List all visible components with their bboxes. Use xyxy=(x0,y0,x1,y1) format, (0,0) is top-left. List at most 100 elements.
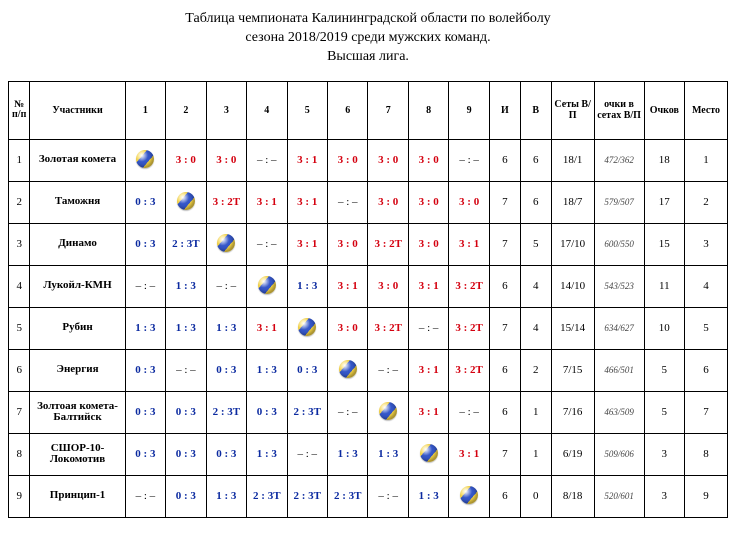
sets-ratio: 7/15 xyxy=(551,349,594,391)
set-points: 509/606 xyxy=(594,433,644,475)
score-value: 3 : 0 xyxy=(176,154,196,166)
score-value: 3 : 1 xyxy=(459,448,479,460)
wins: 1 xyxy=(520,391,551,433)
score-cell: 0 : 3 xyxy=(125,223,165,265)
score-cell: 1 : 3 xyxy=(206,307,246,349)
score-value: 3 : 0 xyxy=(338,238,358,250)
score-value: 0 : 3 xyxy=(176,406,196,418)
place: 7 xyxy=(685,391,728,433)
score-cell: – : – xyxy=(327,181,367,223)
table-row: 4Лукойл-КМН– : –1 : 3– : –1 : 33 : 13 : … xyxy=(9,265,728,307)
score-value: 2 : 3Т xyxy=(294,406,322,418)
col-round-2: 2 xyxy=(166,81,206,139)
points: 5 xyxy=(644,349,684,391)
score-cell: 3 : 0 xyxy=(368,265,408,307)
standings-table: № п/п Участники 1 2 3 4 5 6 7 8 9 И В Се… xyxy=(8,81,728,518)
score-cell: – : – xyxy=(166,349,206,391)
games-played: 7 xyxy=(489,223,520,265)
score-cell: 3 : 0 xyxy=(368,139,408,181)
row-number: 7 xyxy=(9,391,30,433)
volleyball-icon xyxy=(339,360,357,378)
team-name: Золотая комета xyxy=(30,139,125,181)
score-value: 1 : 3 xyxy=(216,490,236,502)
score-cell: 3 : 2Т xyxy=(368,223,408,265)
score-value: – : – xyxy=(338,406,358,418)
score-cell: 2 : 3Т xyxy=(327,475,367,517)
games-played: 7 xyxy=(489,433,520,475)
score-cell: 2 : 3Т xyxy=(287,475,327,517)
team-name: Рубин xyxy=(30,307,125,349)
score-value: 2 : 3Т xyxy=(172,238,200,250)
score-value: 0 : 3 xyxy=(135,364,155,376)
score-value: 3 : 0 xyxy=(338,322,358,334)
page-title: Таблица чемпионата Калининградской облас… xyxy=(8,10,728,67)
score-cell: 3 : 0 xyxy=(408,181,448,223)
score-value: 1 : 3 xyxy=(135,322,155,334)
set-points: 520/601 xyxy=(594,475,644,517)
col-round-4: 4 xyxy=(247,81,287,139)
score-cell: – : – xyxy=(287,433,327,475)
games-played: 7 xyxy=(489,307,520,349)
score-value: 3 : 2Т xyxy=(374,238,402,250)
col-round-5: 5 xyxy=(287,81,327,139)
score-cell: – : – xyxy=(247,139,287,181)
score-cell: 0 : 3 xyxy=(166,391,206,433)
set-points: 579/507 xyxy=(594,181,644,223)
sets-ratio: 17/10 xyxy=(551,223,594,265)
score-value: 3 : 2Т xyxy=(213,196,241,208)
col-round-9: 9 xyxy=(449,81,489,139)
score-cell: 0 : 3 xyxy=(125,181,165,223)
row-number: 6 xyxy=(9,349,30,391)
volleyball-icon xyxy=(217,234,235,252)
score-value: – : – xyxy=(217,280,237,292)
score-value: 1 : 3 xyxy=(378,448,398,460)
score-cell: 3 : 1 xyxy=(408,391,448,433)
score-value: 3 : 1 xyxy=(297,154,317,166)
team-name: Динамо xyxy=(30,223,125,265)
score-cell: 3 : 1 xyxy=(287,223,327,265)
table-row: 6Энергия0 : 3– : –0 : 31 : 30 : 3– : –3 … xyxy=(9,349,728,391)
score-value: 3 : 2Т xyxy=(455,280,483,292)
team-name: Энергия xyxy=(30,349,125,391)
score-value: – : – xyxy=(136,280,156,292)
wins: 5 xyxy=(520,223,551,265)
points: 17 xyxy=(644,181,684,223)
row-number: 1 xyxy=(9,139,30,181)
score-value: 0 : 3 xyxy=(216,364,236,376)
points: 18 xyxy=(644,139,684,181)
place: 5 xyxy=(685,307,728,349)
score-value: 3 : 0 xyxy=(378,196,398,208)
score-value: 3 : 1 xyxy=(459,238,479,250)
score-value: 3 : 2Т xyxy=(374,322,402,334)
score-cell: 3 : 0 xyxy=(368,181,408,223)
score-cell: 0 : 3 xyxy=(125,391,165,433)
score-cell: 0 : 3 xyxy=(206,349,246,391)
score-cell: – : – xyxy=(327,391,367,433)
score-value: 3 : 1 xyxy=(297,238,317,250)
score-cell xyxy=(449,475,489,517)
score-cell: 1 : 3 xyxy=(166,265,206,307)
score-value: 2 : 3Т xyxy=(294,490,322,502)
games-played: 6 xyxy=(489,139,520,181)
sets-ratio: 7/16 xyxy=(551,391,594,433)
score-value: 1 : 3 xyxy=(176,322,196,334)
score-cell xyxy=(327,349,367,391)
col-place: Место xyxy=(685,81,728,139)
score-cell xyxy=(206,223,246,265)
wins: 4 xyxy=(520,307,551,349)
score-value: 0 : 3 xyxy=(135,448,155,460)
team-name: СШОР-10-Локомотив xyxy=(30,433,125,475)
col-round-3: 3 xyxy=(206,81,246,139)
set-points: 543/523 xyxy=(594,265,644,307)
score-value: 3 : 0 xyxy=(216,154,236,166)
row-number: 8 xyxy=(9,433,30,475)
score-cell: 3 : 1 xyxy=(408,349,448,391)
score-value: 3 : 1 xyxy=(419,364,439,376)
place: 9 xyxy=(685,475,728,517)
score-value: 0 : 3 xyxy=(176,490,196,502)
score-value: 2 : 3Т xyxy=(213,406,241,418)
score-value: 0 : 3 xyxy=(257,406,277,418)
score-cell: 1 : 3 xyxy=(247,433,287,475)
score-value: 3 : 1 xyxy=(297,196,317,208)
score-value: 1 : 3 xyxy=(216,322,236,334)
